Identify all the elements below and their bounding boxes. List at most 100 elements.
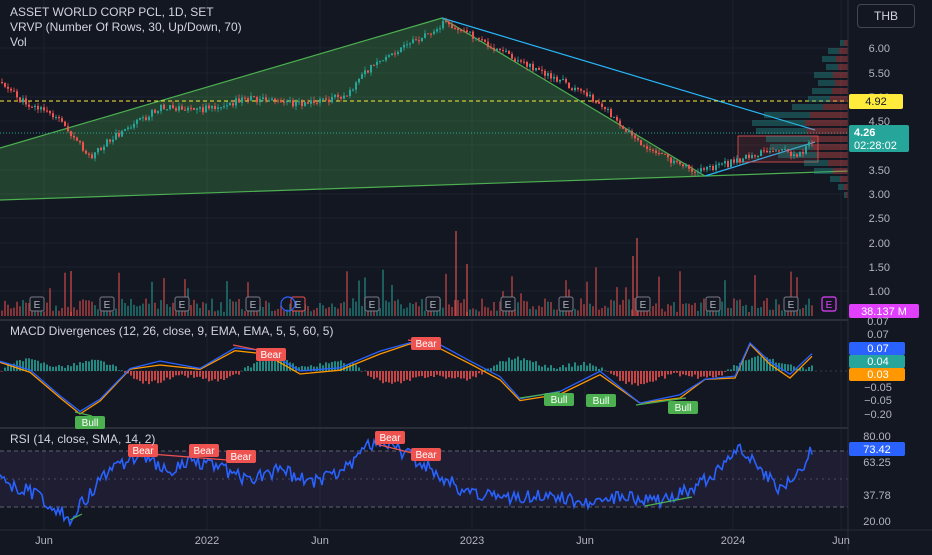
rsi-bear-badge-4[interactable]: Bear <box>375 431 405 444</box>
macd-histogram-bar <box>40 363 42 371</box>
volume-bar <box>598 309 600 316</box>
volume-bar <box>679 271 681 316</box>
volume-bar <box>583 304 585 316</box>
divergence-badges[interactable]: Bear Bear Bull Bull Bull Bull Bear Bear Bear Bear… <box>75 337 698 463</box>
macd-bull-badge-3[interactable]: Bull <box>586 394 616 407</box>
volume-legend[interactable]: Vol <box>10 35 27 49</box>
volume-bar <box>604 305 606 316</box>
rsi-bear-badge-5[interactable]: Bear <box>411 448 441 461</box>
level-label-bg <box>849 94 903 109</box>
candle-body <box>667 154 669 158</box>
macd-histogram-bar <box>664 371 666 379</box>
macd-bull-badge-1[interactable]: Bull <box>75 416 105 429</box>
macd-histogram-bar <box>655 371 657 381</box>
macd-bull-divergence-3 <box>635 397 687 406</box>
candle-body <box>802 152 804 154</box>
volume-bar <box>577 310 579 316</box>
candle-body <box>511 54 513 59</box>
candle-body <box>772 151 774 153</box>
candle-body <box>649 148 651 150</box>
macd-histogram-bar <box>298 367 300 371</box>
downtrend-line[interactable] <box>441 17 816 131</box>
volume-bar <box>238 299 240 316</box>
earnings-marker-latest <box>821 296 837 312</box>
rsi-bull-divergence-2 <box>644 496 693 507</box>
volume-bar <box>355 301 357 316</box>
support-line[interactable] <box>704 141 816 177</box>
macd-histogram-bar <box>682 371 684 375</box>
volume-bar <box>325 308 327 316</box>
earnings-marker <box>635 296 651 312</box>
wedge-right-line[interactable] <box>441 17 706 177</box>
wedge-lower-extension[interactable] <box>704 170 851 177</box>
macd-bear-badge-1[interactable]: Bear <box>256 348 286 361</box>
volume-bar <box>676 311 678 316</box>
price-scale[interactable]: 6.005.505.004.504.003.503.002.502.001.50… <box>849 43 919 528</box>
wedge-upper-line[interactable] <box>0 17 443 149</box>
macd-histogram-bar <box>397 371 399 382</box>
macd-histogram-bar <box>715 371 717 378</box>
rsi-bear-badge-1-bg <box>128 444 158 457</box>
time-axis[interactable]: Jun 2022 Jun 2023 Jun 2024 Jun <box>0 529 932 547</box>
candle-body <box>277 100 279 102</box>
candle-body <box>394 53 396 55</box>
rsi-bear-badge-1[interactable]: Bear <box>128 444 158 457</box>
macd-legend[interactable]: MACD Divergences (12, 26, close, 9, EMA,… <box>10 324 334 338</box>
candle-body <box>643 145 645 147</box>
macd-histogram-bar <box>730 369 732 371</box>
macd-histogram-bar <box>472 371 474 377</box>
candle-body <box>217 107 219 109</box>
rsi-bear-badge-2[interactable]: Bear <box>189 444 219 457</box>
candle-body <box>124 129 126 131</box>
rsi-legend[interactable]: RSI (14, close, SMA, 14, 2) <box>10 432 156 446</box>
macd-bull-badge-1-bg <box>75 416 105 429</box>
macd-histogram-bar <box>208 371 210 382</box>
volume-bar <box>622 299 624 316</box>
volume-profile <box>752 40 848 198</box>
currency-selector[interactable]: THB <box>857 4 915 28</box>
wedge-lower-line[interactable] <box>0 175 706 201</box>
volume-bar <box>160 300 162 316</box>
volume-bar <box>331 303 333 316</box>
candle-body <box>361 74 363 79</box>
macd-histogram-bar <box>577 365 579 371</box>
vrvp-row-down <box>807 128 848 134</box>
volume-bar <box>547 301 549 316</box>
candle-body <box>355 82 357 90</box>
candle-body <box>334 94 336 97</box>
macd-bull-divergence-1 <box>74 411 93 417</box>
candle-body <box>340 97 342 99</box>
vrvp-legend[interactable]: VRVP (Number Of Rows, 30, Up/Down, 70) <box>10 20 242 34</box>
candle-body <box>187 107 189 111</box>
volume-bar <box>607 307 609 316</box>
candle-body <box>169 105 171 110</box>
volume-bar <box>442 307 444 316</box>
candle-body <box>16 91 18 98</box>
macd-histogram-bar <box>436 371 438 375</box>
candle-body <box>763 150 765 152</box>
macd-histogram-bar <box>289 362 291 371</box>
macd-bear-badge-2[interactable]: Bear <box>411 337 441 350</box>
volume-bar <box>463 299 465 316</box>
volume-bar <box>268 302 270 316</box>
symbol-title[interactable]: ASSET WORLD CORP PCL, 1D, SET <box>10 5 214 19</box>
candle-body <box>514 58 516 62</box>
volume-bar <box>409 302 411 316</box>
candle-body <box>61 118 63 122</box>
macd-histogram-bar <box>163 371 165 381</box>
rsi-bear-badge-3[interactable]: Bear <box>226 450 256 463</box>
macd-histogram-bar <box>649 371 651 382</box>
macd-bull-badge-2[interactable]: Bull <box>544 393 574 406</box>
earnings-marker-label: E <box>295 300 302 311</box>
macd-histogram-bar <box>787 364 789 372</box>
candle-body <box>322 98 324 100</box>
macd-bull-badge-4[interactable]: Bull <box>668 401 698 414</box>
candle-body <box>178 106 180 111</box>
candle-body <box>106 139 108 147</box>
macd-histogram-bar <box>727 369 729 372</box>
candle-body <box>547 73 549 76</box>
volume-bar <box>667 304 669 316</box>
